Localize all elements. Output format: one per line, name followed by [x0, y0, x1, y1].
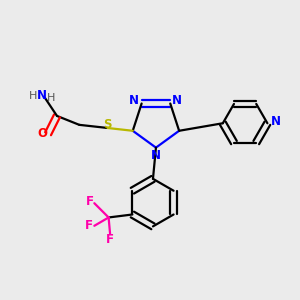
Text: N: N [129, 94, 139, 107]
Text: N: N [271, 115, 281, 128]
Text: N: N [172, 94, 182, 107]
Text: N: N [151, 149, 161, 162]
Text: F: F [106, 233, 114, 246]
Text: F: F [85, 219, 93, 232]
Text: S: S [103, 118, 112, 131]
Text: H: H [29, 91, 38, 101]
Text: N: N [37, 89, 46, 102]
Text: O: O [38, 127, 48, 140]
Text: H: H [47, 93, 55, 103]
Text: F: F [86, 195, 94, 208]
